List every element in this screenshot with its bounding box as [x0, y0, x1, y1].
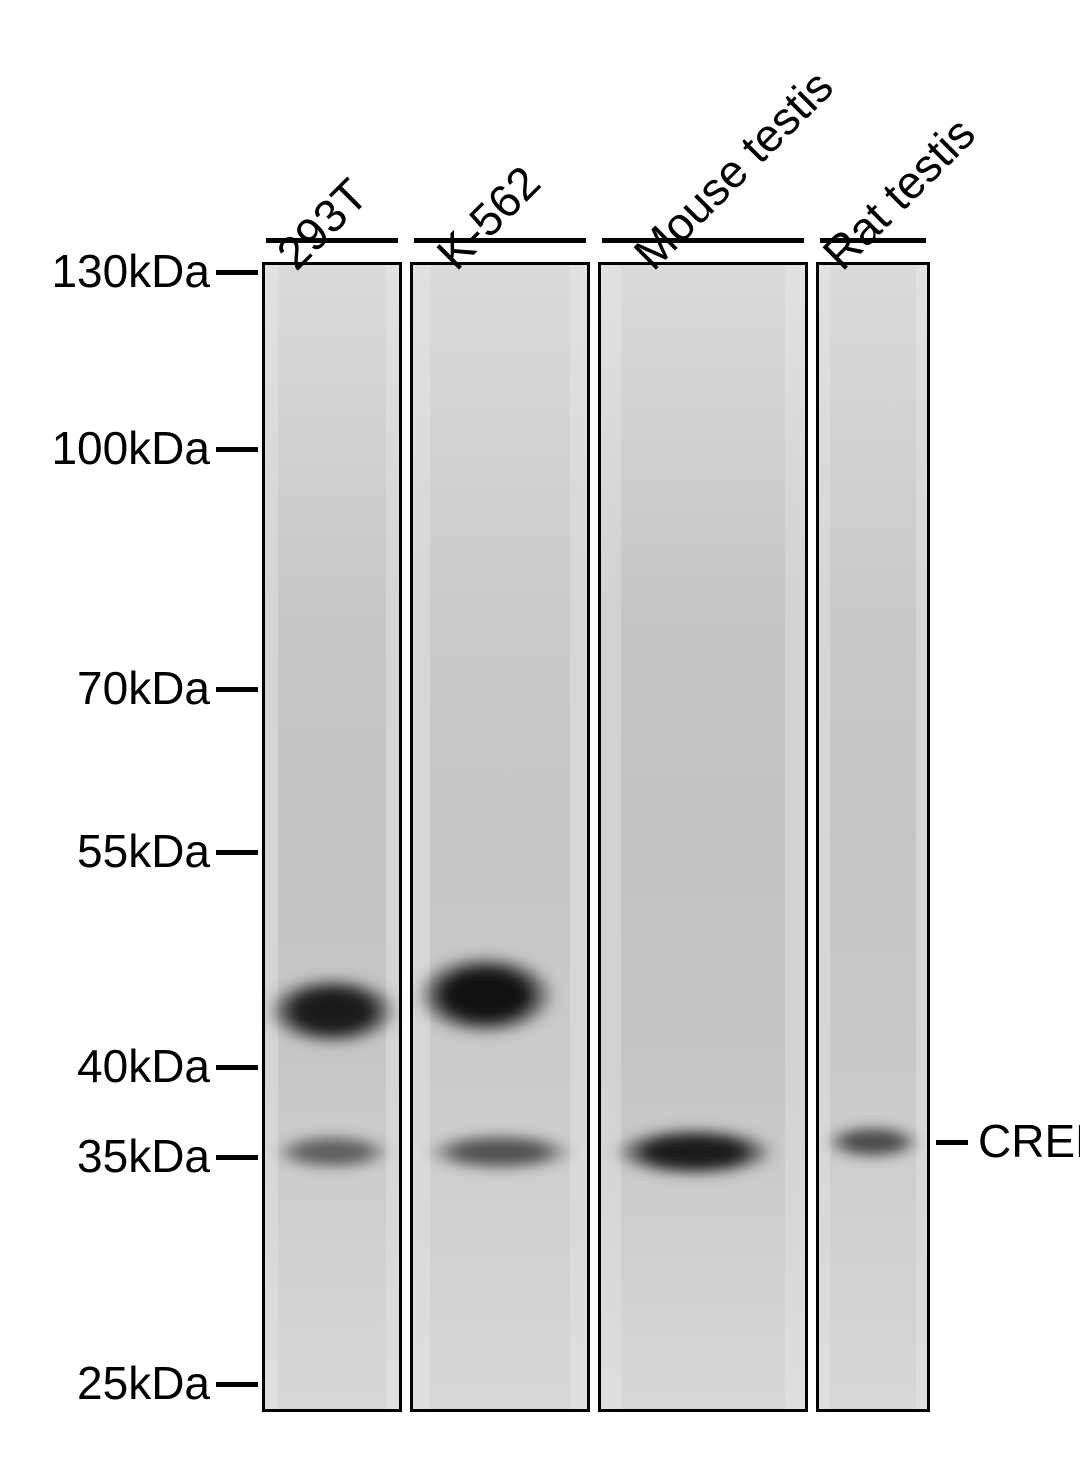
mw-marker-label: 25kDa	[77, 1356, 210, 1410]
mw-marker-tick	[216, 270, 258, 275]
blot-band	[266, 976, 399, 1046]
mw-marker-tick	[216, 1065, 258, 1070]
blot-band	[415, 954, 555, 1036]
mw-marker-label: 35kDa	[77, 1129, 210, 1183]
mw-marker-label: 55kDa	[77, 824, 210, 878]
mw-marker-tick	[216, 447, 258, 452]
blot-lane	[410, 262, 590, 1412]
western-blot-figure: 130kDa100kDa70kDa55kDa40kDa35kDa25kDa293…	[0, 0, 1080, 1464]
blot-band	[613, 1127, 777, 1177]
blot-band	[273, 1134, 392, 1170]
target-tick	[936, 1140, 968, 1145]
blot-lane	[816, 262, 930, 1412]
blot-lane	[598, 262, 808, 1412]
mw-marker-tick	[216, 1155, 258, 1160]
mw-marker-tick	[216, 687, 258, 692]
mw-marker-tick	[216, 1382, 258, 1387]
lane-label: Rat testis	[812, 106, 986, 280]
blot-lane	[262, 262, 402, 1412]
mw-marker-label: 70kDa	[77, 661, 210, 715]
target-label: CREM	[978, 1114, 1080, 1168]
mw-marker-label: 130kDa	[51, 244, 210, 298]
mw-marker-label: 100kDa	[51, 421, 210, 475]
mw-marker-label: 40kDa	[77, 1039, 210, 1093]
lane-label: Mouse testis	[623, 59, 844, 280]
mw-marker-tick	[216, 850, 258, 855]
blot-band	[426, 1133, 574, 1171]
